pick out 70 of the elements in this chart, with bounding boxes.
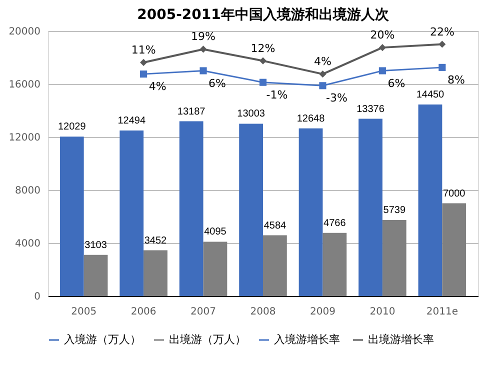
data-label: 4766	[324, 218, 346, 229]
bar	[418, 104, 442, 296]
data-label: 8%	[447, 73, 465, 86]
data-label: 6%	[388, 76, 406, 90]
data-label: 4%	[314, 55, 332, 68]
y-tick-label: 4000	[15, 238, 40, 250]
legend-label: 入境游（万人）	[64, 333, 141, 346]
bar	[263, 235, 287, 296]
y-tick-label: 8000	[15, 186, 40, 196]
bar	[84, 254, 108, 296]
bar	[120, 130, 144, 296]
data-label: -1%	[266, 88, 288, 102]
bar	[60, 136, 84, 296]
bar	[382, 220, 406, 296]
point	[200, 67, 207, 74]
data-label: 19%	[191, 30, 216, 44]
data-label: 13003	[237, 108, 266, 120]
data-label: 14450	[416, 90, 445, 101]
point	[200, 46, 207, 53]
chart-title: 2005-2011年中国入境游和出境游人次	[137, 6, 390, 23]
data-label: 20%	[370, 28, 395, 42]
bar	[358, 118, 382, 296]
x-tick-label: 2010	[370, 306, 396, 318]
point	[438, 64, 446, 71]
data-label: 12494	[118, 115, 146, 126]
y-tick-label: 0	[34, 292, 40, 302]
data-label: 12648	[296, 113, 326, 124]
data-label: 4%	[148, 80, 166, 94]
bar	[239, 124, 263, 296]
point	[438, 40, 446, 48]
x-tick-label: 2005	[71, 306, 97, 318]
bar	[144, 250, 168, 296]
x-tick-label: 2007	[190, 306, 216, 318]
bar	[442, 203, 466, 296]
legend-label: 出境游增长率	[368, 333, 434, 346]
data-label: 5739	[383, 204, 406, 216]
data-label: 12%	[250, 42, 276, 55]
data-label: 12029	[58, 122, 86, 133]
point	[378, 67, 386, 74]
x-tick-label: 2011e	[426, 306, 458, 318]
data-label: 11%	[131, 43, 156, 56]
x-tick-label: 2008	[250, 306, 276, 318]
bar	[179, 121, 204, 296]
data-label: 4584	[264, 220, 287, 232]
point	[319, 70, 326, 78]
bar	[298, 128, 323, 296]
legend-label: 入境游增长率	[274, 333, 340, 346]
data-label: 13187	[177, 106, 206, 118]
y-tick-label: 16000	[8, 80, 40, 90]
data-label: 7000	[442, 188, 466, 200]
data-label: 6%	[208, 76, 226, 90]
data-label: 3103	[84, 240, 108, 251]
point	[140, 58, 148, 66]
y-tick-label: 12000	[8, 132, 40, 144]
x-tick-label: 2006	[130, 306, 156, 318]
bar	[322, 232, 347, 296]
data-label: 13376	[356, 104, 385, 115]
data-label: 22%	[430, 25, 454, 38]
data-label: 3452	[144, 235, 168, 246]
data-label: 4095	[204, 226, 227, 238]
x-tick-label: 2009	[310, 306, 336, 318]
point	[259, 78, 267, 86]
y-tick-label: 20000	[8, 26, 40, 38]
bar	[203, 242, 228, 296]
point	[378, 44, 386, 52]
point	[140, 70, 148, 78]
legend-label: 出境游（万人）	[169, 333, 246, 346]
data-label: -3%	[326, 92, 348, 105]
point	[319, 82, 326, 90]
point	[259, 57, 267, 64]
